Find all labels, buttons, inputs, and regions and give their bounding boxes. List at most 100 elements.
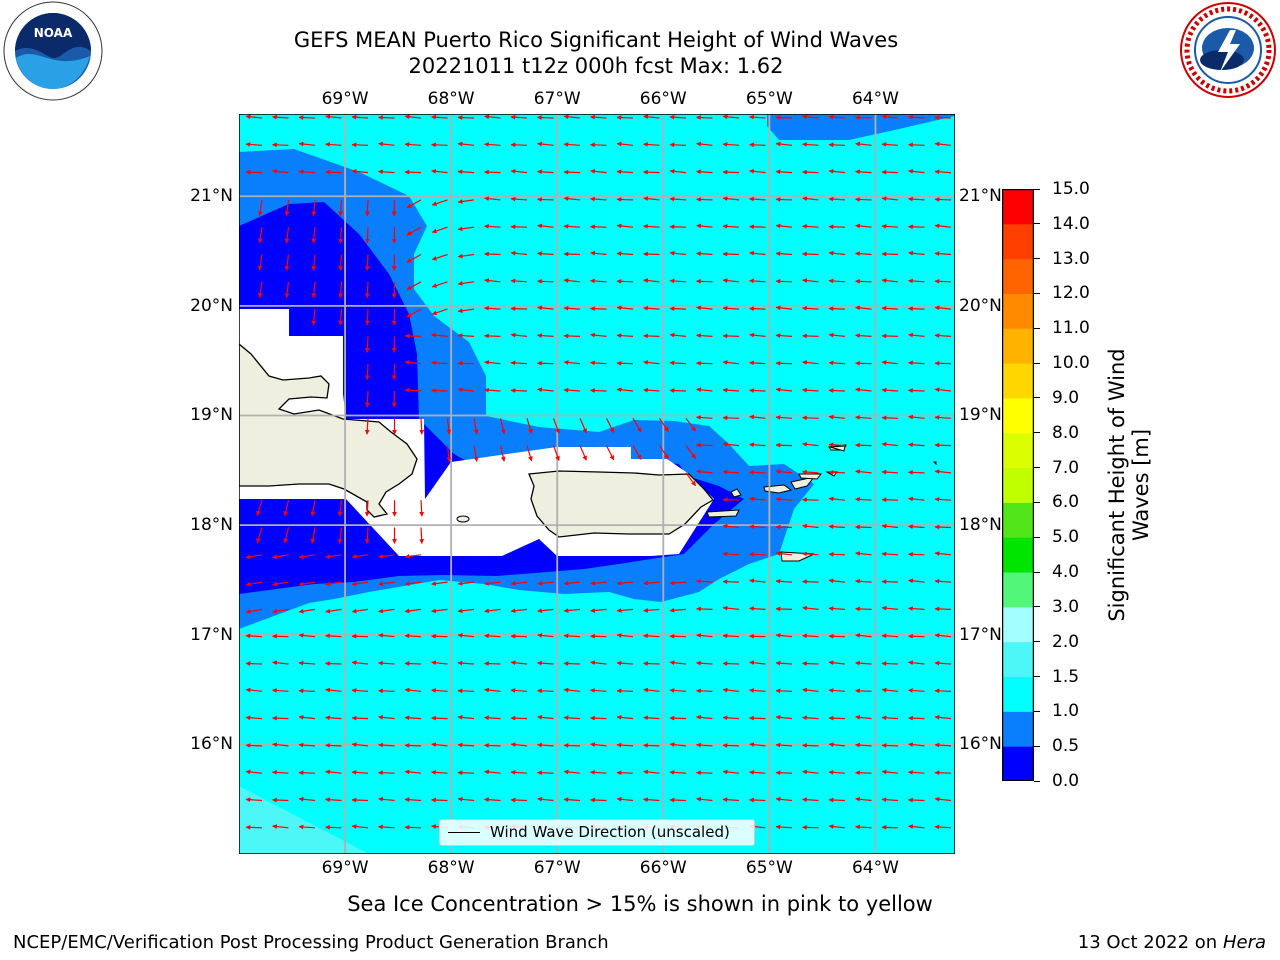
wave-direction-arrow [563, 196, 581, 202]
wave-direction-arrow [643, 278, 660, 283]
wave-direction-arrow [351, 770, 369, 775]
wave-direction-arrow [590, 633, 607, 639]
wave-direction-arrow [616, 333, 634, 338]
wave-direction-arrow [245, 661, 263, 666]
wave-direction-arrow [484, 661, 501, 666]
wave-direction-arrow [590, 306, 607, 312]
wave-direction-arrow [881, 142, 899, 147]
wave-direction-arrow [446, 445, 452, 462]
wave-direction-arrow [325, 797, 342, 803]
colorbar-swatch [1002, 711, 1034, 747]
wave-direction-arrow [643, 580, 660, 586]
colorbar-tick-label: 3.0 [1052, 596, 1080, 617]
wave-direction-arrow [881, 305, 899, 311]
wave-direction-arrow [431, 715, 448, 721]
colorbar-swatch [1002, 328, 1034, 364]
nws-logo [1180, 2, 1276, 98]
wave-direction-arrow [722, 551, 740, 557]
wave-direction-arrow [616, 197, 634, 202]
wave-direction-arrow [457, 581, 475, 586]
wave-direction-arrow [457, 660, 475, 666]
wave-direction-arrow [431, 114, 448, 120]
wave-direction-arrow [325, 114, 342, 120]
wave-direction-arrow [257, 281, 263, 299]
wave-direction-arrow [510, 332, 528, 338]
wave-direction-arrow [563, 169, 581, 175]
wave-direction-arrow [881, 605, 899, 611]
wave-direction-arrow [256, 527, 263, 544]
wave-direction-arrow [775, 524, 793, 530]
wave-direction-arrow [908, 715, 925, 721]
wave-direction-arrow [749, 332, 766, 338]
wave-direction-arrow [590, 196, 607, 202]
wave-direction-arrow [537, 115, 554, 120]
lon-label-top: 64°W [851, 89, 899, 109]
wave-direction-arrow [802, 305, 819, 311]
wave-direction-arrow [338, 227, 344, 244]
wave-direction-arrow [616, 387, 634, 393]
wave-direction-arrow [908, 742, 925, 748]
wave-direction-arrow [855, 251, 872, 257]
wave-direction-arrow [881, 715, 899, 721]
wave-direction-arrow [616, 633, 634, 638]
wave-direction-arrow [908, 470, 925, 475]
colorbar-tick-label: 8.0 [1052, 422, 1080, 443]
wave-direction-arrow [590, 250, 607, 256]
wave-direction-arrow [908, 224, 925, 230]
wave-direction-arrow [696, 796, 713, 802]
wave-direction-arrow [696, 305, 713, 311]
wave-direction-arrow [908, 797, 925, 803]
wave-direction-arrow [537, 333, 554, 338]
wave-direction-arrow [722, 605, 740, 611]
wave-direction-arrow [934, 796, 952, 802]
wave-direction-arrow [643, 633, 660, 639]
wave-direction-arrow [749, 114, 766, 120]
lat-label-left: 21°N [190, 186, 233, 207]
wave-direction-arrow [526, 445, 533, 462]
wave-direction-arrow [749, 168, 766, 174]
footer-left: NCEP/EMC/Verification Post Processing Pr… [13, 932, 609, 953]
wave-direction-arrow [563, 687, 581, 693]
title-line-2: 20221011 t12z 000h fcst Max: 1.62 [408, 54, 784, 78]
wave-direction-arrow [908, 824, 925, 829]
wave-direction-arrow [325, 769, 342, 775]
wave-direction-arrow [364, 500, 370, 517]
wave-direction-arrow [934, 333, 952, 338]
wave-direction-arrow [298, 608, 316, 614]
wave-direction-arrow [484, 142, 501, 147]
wave-direction-arrow [325, 608, 342, 614]
wave-direction-arrow [722, 579, 740, 585]
colorbar-tick-label: 13.0 [1052, 248, 1090, 269]
wave-direction-arrow [855, 688, 872, 694]
wave-direction-arrow [643, 797, 660, 803]
wave-direction-arrow [669, 715, 687, 721]
wave-direction-arrow [484, 715, 501, 721]
wave-direction-arrow [934, 714, 952, 720]
wave-direction-arrow [696, 688, 713, 694]
wave-direction-arrow [590, 742, 607, 748]
wave-direction-arrow [934, 251, 952, 257]
wave-direction-arrow [510, 608, 528, 614]
wave-direction-arrow [643, 114, 660, 120]
wave-direction-arrow [510, 715, 528, 721]
colorbar-title-line-1: Significant Height of Wind [1105, 348, 1129, 622]
wave-direction-arrow [245, 114, 263, 120]
wave-direction-arrow [298, 554, 316, 559]
wave-direction-arrow [245, 142, 263, 147]
wave-direction-arrow [590, 608, 607, 613]
wave-direction-arrow [325, 687, 342, 693]
wave-direction-arrow [590, 332, 607, 338]
wave-direction-arrow [828, 360, 846, 366]
wave-direction-arrow [802, 469, 819, 475]
wave-direction-arrow [431, 742, 448, 748]
wave-direction-arrow [616, 115, 634, 120]
wave-direction-arrow [855, 469, 872, 475]
wave-direction-arrow [855, 387, 872, 393]
wave-direction-arrow [510, 196, 528, 202]
wave-direction-arrow [616, 305, 634, 311]
colorbar-tick-label: 1.5 [1052, 666, 1080, 687]
lat-label-right: 17°N [959, 624, 1002, 645]
wave-direction-arrow [802, 333, 819, 339]
wave-direction-arrow [775, 251, 793, 257]
wave-direction-arrow [828, 278, 846, 284]
